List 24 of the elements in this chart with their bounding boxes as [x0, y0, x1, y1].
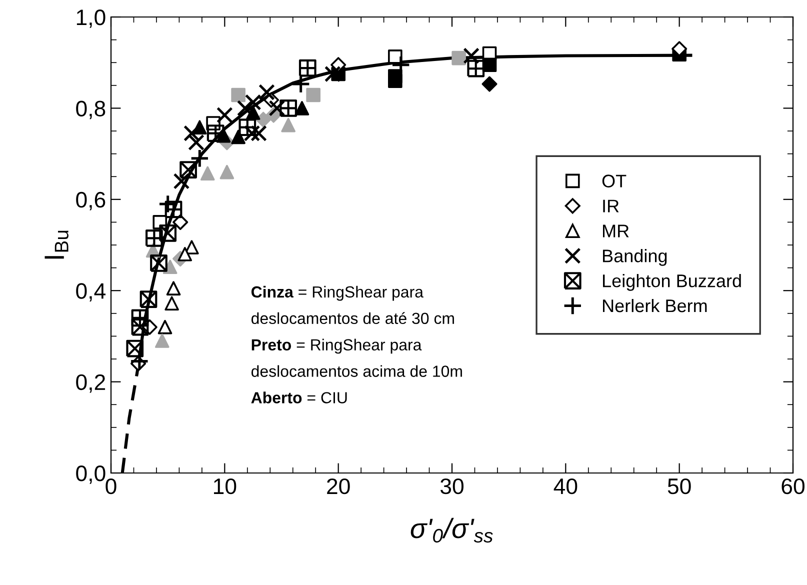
y-tick-label: 0,4: [76, 283, 106, 302]
x-tick-label: 10: [214, 478, 236, 494]
y-tick-label: 1,0: [76, 10, 106, 28]
legend-label: Banding: [603, 249, 667, 266]
x-tick-label: 60: [782, 478, 804, 494]
x-tick-label: 50: [668, 478, 691, 494]
legend-label: Leighton Buzzard: [603, 274, 741, 291]
x-tick-label: 0: [106, 478, 116, 494]
x-tick-label: 20: [327, 478, 350, 494]
y-tick-label: 0,2: [76, 374, 106, 393]
legend-label: IR: [603, 200, 619, 212]
x-tick-label: 40: [554, 478, 578, 494]
annotation: Aberto = CIU: [251, 392, 347, 404]
y-tick-label: 0,8: [76, 100, 106, 120]
annotation: Preto = RingShear para deslocamentos acima de 10m: [251, 338, 462, 377]
legend-label: MR: [603, 224, 629, 238]
legend-label: Nerlerk Berm: [603, 298, 707, 312]
y-tick-label: 0,6: [76, 192, 106, 210]
annotation: Cinza = RingShear para deslocamentos de até 30 cm: [251, 286, 454, 324]
x-tick-label: 30: [440, 478, 464, 494]
y-axis-title: I$_{Bu}$: [44, 230, 68, 259]
y-tick-label: 0,0: [76, 466, 106, 484]
x-axis-title: σ'$_{0}$/σ'$_{ss}$: [410, 518, 493, 543]
legend-label: OT: [602, 174, 626, 188]
